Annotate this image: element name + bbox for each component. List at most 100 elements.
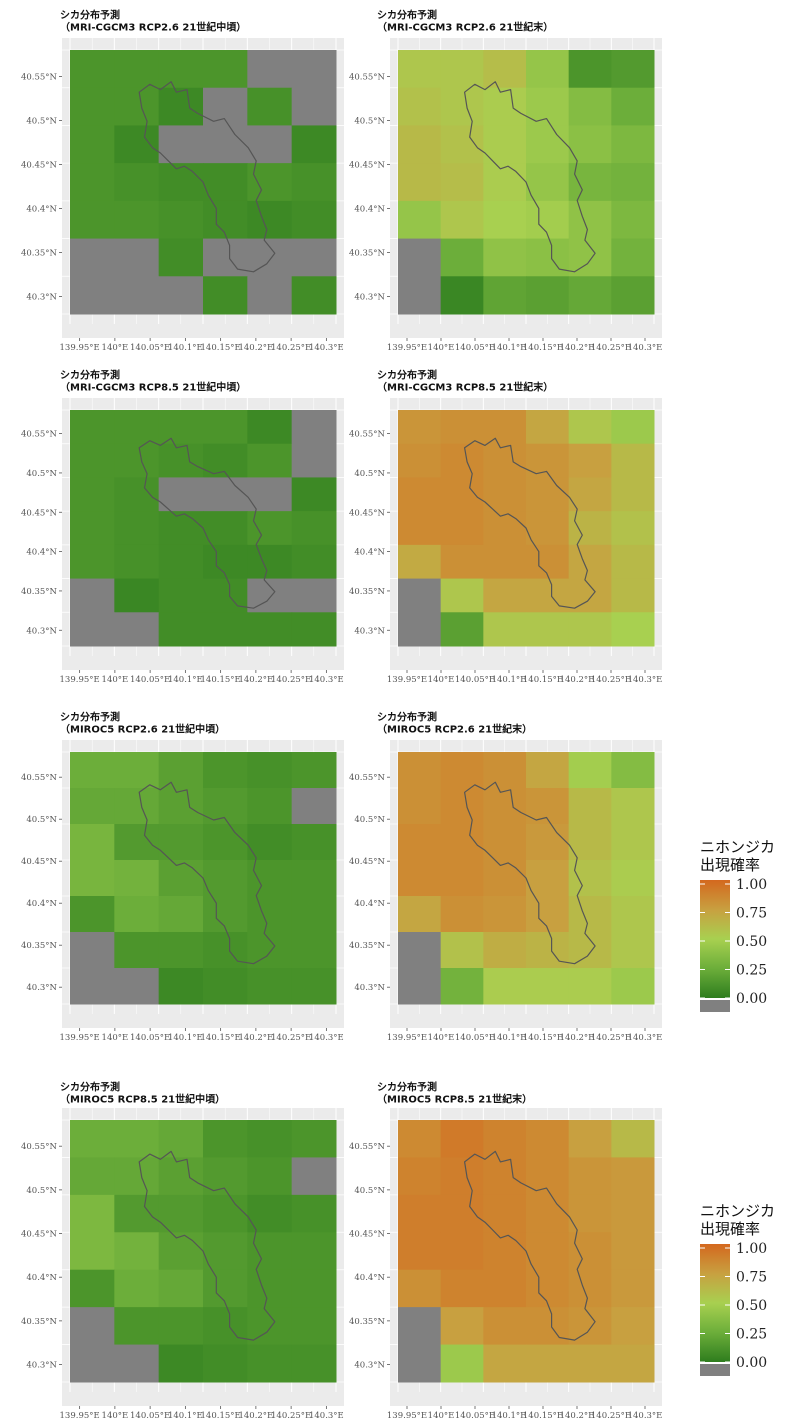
heat-cell xyxy=(291,1307,337,1346)
heat-cell xyxy=(203,238,248,277)
heat-cell xyxy=(398,1157,442,1196)
heat-cell xyxy=(158,752,204,789)
heat-cell xyxy=(398,125,442,164)
heat-cell xyxy=(114,1344,160,1383)
y-tick-label: 40.5°N xyxy=(354,1186,385,1196)
heat-cell xyxy=(611,932,655,969)
heat-cell xyxy=(568,896,612,933)
heat-cell xyxy=(611,1232,655,1271)
y-tick-label: 40.3°N xyxy=(26,626,57,636)
x-tick-label: 140.3°E xyxy=(309,343,344,353)
heat-cell xyxy=(611,578,655,613)
x-tick-label: 140.1°E xyxy=(168,343,203,353)
heat-cell xyxy=(440,860,484,897)
x-tick-label: 139.95°E xyxy=(387,1033,427,1043)
heat-cell xyxy=(568,1194,612,1233)
heat-cell xyxy=(247,276,293,315)
x-tick-label: 139.95°E xyxy=(387,675,427,685)
y-tick-label: 40.35°N xyxy=(21,248,58,258)
heat-cell xyxy=(483,163,527,202)
map-panel-5: シカ分布予測（MIROC5 RCP2.6 21世紀中頃） 40.55°N 40.5°… xyxy=(21,710,344,1043)
map-title-line1: シカ分布予測 xyxy=(377,8,437,21)
heat-cell xyxy=(158,1194,204,1233)
heat-cell xyxy=(611,896,655,933)
heat-cell xyxy=(526,752,570,789)
y-tick-label: 40.45°N xyxy=(349,1230,386,1240)
heat-cell xyxy=(526,50,570,89)
heat-cell xyxy=(398,1307,442,1346)
heat-cell xyxy=(291,163,337,202)
heat-cell xyxy=(483,932,527,969)
heat-cell xyxy=(158,50,204,89)
heat-cell xyxy=(526,1344,570,1383)
heat-cell xyxy=(114,1307,160,1346)
y-tick-label: 40.45°N xyxy=(21,160,58,170)
x-tick-label: 140.05°E xyxy=(130,1033,170,1043)
heat-cell xyxy=(70,276,115,315)
heat-cell xyxy=(158,1307,204,1346)
heat-cell xyxy=(158,443,204,478)
heat-cell xyxy=(526,200,570,240)
x-tick-label: 140.15°E xyxy=(201,675,241,685)
y-tick-label: 40.35°N xyxy=(21,587,58,597)
heat-cell xyxy=(398,1344,442,1383)
heat-cell xyxy=(568,410,612,445)
heat-cell xyxy=(158,788,204,825)
heat-cell xyxy=(440,1307,484,1346)
heat-cell xyxy=(483,824,527,861)
heat-cell xyxy=(526,511,570,546)
heat-cell xyxy=(247,50,293,89)
legend-tick-label: 0.50 xyxy=(736,934,767,950)
heat-cell xyxy=(158,163,204,202)
y-tick-label: 40.5°N xyxy=(26,116,57,126)
heat-cell xyxy=(114,932,160,969)
heat-cell xyxy=(611,1269,655,1308)
x-tick-label: 140.2°E xyxy=(560,343,595,353)
heat-cell xyxy=(398,87,442,126)
heat-cell xyxy=(611,276,655,315)
y-tick-label: 40.4°N xyxy=(26,899,57,909)
heat-cell xyxy=(526,1269,570,1308)
map-panel-3: シカ分布予測（MRI-CGCM3 RCP8.5 21世紀中頃） 40.55°N 40… xyxy=(21,368,344,685)
heat-cell xyxy=(398,50,442,89)
map-title-line2: （MIROC5 RCP8.5 21世紀末） xyxy=(377,1092,532,1105)
heat-cell xyxy=(568,50,612,89)
heat-cell xyxy=(398,511,442,546)
heat-cell xyxy=(158,238,204,277)
heat-cell xyxy=(114,968,160,1005)
x-tick-label: 140.05°E xyxy=(455,343,495,353)
legend-layer: ニホンジカ出現確率1.000.750.500.250.00ニホンジカ出現確率1.… xyxy=(700,838,775,1376)
x-tick-label: 140.3°E xyxy=(309,1033,344,1043)
heat-cell xyxy=(291,1232,337,1271)
heat-cell xyxy=(291,410,337,445)
legend-tick-label: 1.00 xyxy=(736,877,767,893)
heat-cell xyxy=(70,896,115,933)
heat-cell xyxy=(611,163,655,202)
heat-cell xyxy=(114,578,160,613)
x-tick-label: 140°E xyxy=(428,1411,455,1421)
heat-cell xyxy=(114,238,160,277)
heat-cell xyxy=(291,1194,337,1233)
map-title-line1: シカ分布予測 xyxy=(377,1080,437,1093)
heat-cell xyxy=(483,443,527,478)
heat-cell xyxy=(526,968,570,1005)
map-panel-4: シカ分布予測（MRI-CGCM3 RCP8.5 21世紀末） 40.55°N 40.… xyxy=(349,368,662,685)
y-tick-label: 40.5°N xyxy=(26,1186,57,1196)
y-tick-label: 40.4°N xyxy=(354,548,385,558)
heat-cell xyxy=(114,511,160,546)
heat-cell xyxy=(611,544,655,580)
x-tick-label: 140.3°E xyxy=(628,343,663,353)
heat-cell xyxy=(203,1344,248,1383)
heat-cell xyxy=(158,1120,204,1158)
heat-cell xyxy=(611,443,655,478)
heat-cell xyxy=(440,752,484,789)
heat-cell xyxy=(114,1194,160,1233)
heat-cell xyxy=(398,477,442,512)
heat-cell xyxy=(398,860,442,897)
prefecture-outline xyxy=(464,437,596,609)
x-tick-label: 140.2°E xyxy=(560,1411,595,1421)
heat-cell xyxy=(70,477,115,512)
legend-na-swatch xyxy=(700,1364,730,1376)
x-tick-label: 140.15°E xyxy=(523,343,563,353)
heat-cell xyxy=(611,1157,655,1196)
